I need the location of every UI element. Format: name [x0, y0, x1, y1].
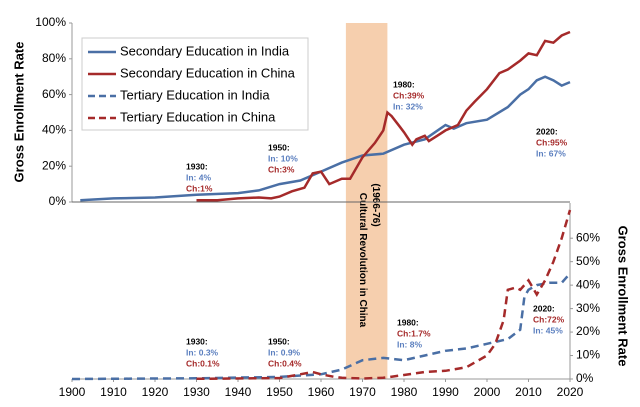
shaded-period: [345, 23, 388, 379]
annotation-line: In: 10%: [268, 153, 298, 163]
x-tick-label: 2010: [515, 385, 542, 399]
annotation-year: 2020:: [536, 126, 558, 136]
x-tick-label: 1950: [266, 385, 293, 399]
annotation-line: Ch:72%: [533, 314, 565, 324]
annotation-year: 1980:: [397, 317, 419, 327]
annotation-line: Ch:0.1%: [186, 358, 220, 368]
y-tick-label: 80%: [42, 51, 66, 65]
x-tick-label: 1910: [100, 385, 127, 399]
y2-tick-label: 0%: [576, 371, 594, 385]
series-line: [196, 209, 572, 381]
annotation-year: 1930:: [186, 336, 208, 346]
legend-label: Tertiary Education in India: [120, 87, 270, 102]
y2-tick-label: 60%: [576, 230, 600, 244]
annotation-line: In: 67%: [536, 148, 566, 158]
annotation-line: Ch:1%: [186, 183, 213, 193]
y-tick-label: 60%: [42, 87, 66, 101]
annotation-line: In: 0.9%: [268, 347, 301, 357]
x-tick-label: 1980: [391, 385, 418, 399]
y-axis-title: Gross Enrollment Rate: [11, 42, 26, 183]
annotation-line: In: 4%: [186, 172, 211, 182]
annotation-line: In: 45%: [533, 325, 563, 335]
y2-tick-label: 50%: [576, 254, 600, 268]
annotation-line: In: 32%: [393, 101, 423, 111]
x-tick-label: 1960: [308, 385, 335, 399]
x-tick-label: 1970: [349, 385, 376, 399]
y-tick-label: 40%: [42, 123, 66, 137]
y-tick-label: 0%: [49, 194, 67, 208]
annotation-line: In: 0.3%: [186, 347, 219, 357]
x-tick-label: 1940: [225, 385, 252, 399]
y-tick-label: 20%: [42, 158, 66, 172]
x-tick-label: 2020: [557, 385, 584, 399]
y2-tick-label: 10%: [576, 348, 600, 362]
legend-label: Secondary Education in India: [120, 43, 290, 58]
x-tick-label: 1920: [142, 385, 169, 399]
annotation-line: Ch:0.4%: [268, 358, 302, 368]
y2-tick-label: 30%: [576, 301, 600, 315]
y2-tick-label: 20%: [576, 324, 600, 338]
annotation-year: 1950:: [268, 142, 290, 152]
annotation-line: Ch:3%: [268, 164, 295, 174]
y2-axis-title: Gross Enrollment Rate: [616, 226, 631, 367]
series-line: [71, 272, 571, 381]
x-tick-label: 1990: [432, 385, 459, 399]
legend-label: Tertiary Education in China: [120, 109, 276, 124]
annotation-year: 1950:: [268, 336, 290, 346]
legend-label: Secondary Education in China: [120, 65, 296, 80]
y-tick-label: 100%: [35, 15, 66, 29]
legend-box: [81, 37, 309, 131]
x-tick-label: 1900: [59, 385, 86, 399]
annotation-year: 2020:: [533, 303, 555, 313]
x-tick-label: 1930: [183, 385, 210, 399]
x-tick-label: 2000: [474, 385, 501, 399]
annotation-line: Ch:1.7%: [397, 328, 431, 338]
y2-tick-label: 40%: [576, 277, 600, 291]
annotation-line: Ch:39%: [393, 90, 425, 100]
annotation-year: 1980:: [393, 79, 415, 89]
annotation-year: 1930:: [186, 161, 208, 171]
series-line: [196, 30, 571, 202]
shaded-label: Cultural Revolution in China: [357, 193, 368, 328]
shaded-label: (1966-76): [370, 183, 381, 226]
annotation-line: In: 8%: [397, 339, 422, 349]
annotation-line: Ch:95%: [536, 137, 568, 147]
